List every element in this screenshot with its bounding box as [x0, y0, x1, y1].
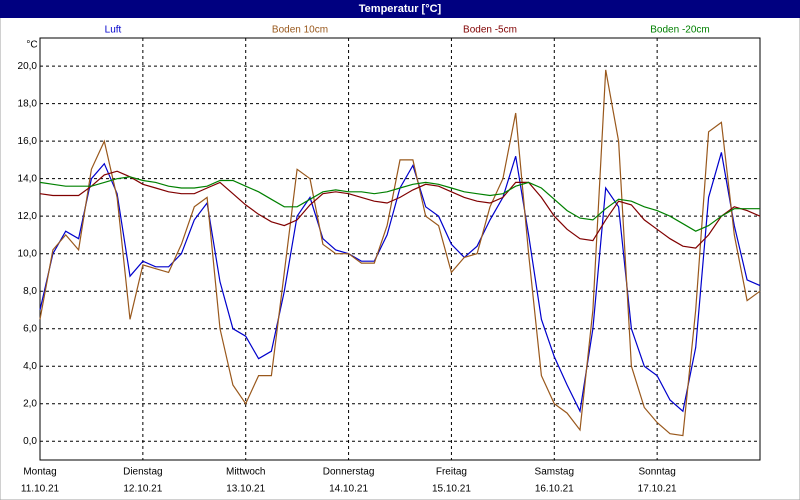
y-tick-label: 16,0: [18, 136, 38, 147]
x-tick-label: Mittwoch: [226, 467, 265, 478]
series-line: [39, 170, 761, 249]
y-tick-label: 6,0: [23, 323, 37, 334]
legend-label: Boden 10cm: [272, 25, 328, 36]
x-tick-date: 16.10.21: [535, 484, 574, 495]
series-line: [39, 69, 761, 437]
y-tick-label: 4,0: [23, 361, 37, 372]
legend-label: Boden -5cm: [463, 25, 517, 36]
y-tick-label: 0,0: [23, 436, 37, 447]
y-tick-label: 10,0: [18, 248, 38, 259]
x-tick-label: Donnerstag: [323, 467, 375, 478]
title-bar: [0, 0, 800, 18]
x-tick-label: Freitag: [436, 467, 467, 478]
series-line: [39, 176, 760, 232]
x-tick-label: Samstag: [535, 467, 574, 478]
legend-label: Boden -20cm: [650, 25, 709, 36]
x-tick-label: Sonntag: [639, 467, 676, 478]
y-tick-label: 2,0: [23, 398, 37, 409]
x-tick-label: Montag: [23, 467, 56, 478]
y-tick-label: 12,0: [18, 211, 38, 222]
x-tick-date: 12.10.21: [123, 484, 162, 495]
y-tick-label: 14,0: [18, 173, 38, 184]
x-tick-date: 13.10.21: [226, 484, 265, 495]
x-tick-date: 11.10.21: [21, 484, 60, 495]
plot-area: [39, 37, 761, 461]
y-tick-label: 8,0: [23, 286, 37, 297]
x-tick-label: Dienstag: [123, 467, 162, 478]
y-tick-label: 20,0: [18, 61, 38, 72]
legend-label: Luft: [105, 25, 122, 36]
x-tick-date: 15.10.21: [432, 484, 471, 495]
x-tick-date: 17.10.21: [638, 484, 677, 495]
y-unit: °C: [26, 40, 37, 51]
y-tick-label: 18,0: [18, 98, 38, 109]
x-tick-date: 14.10.21: [329, 484, 368, 495]
chart-title: Temperatur [°C]: [359, 3, 442, 15]
